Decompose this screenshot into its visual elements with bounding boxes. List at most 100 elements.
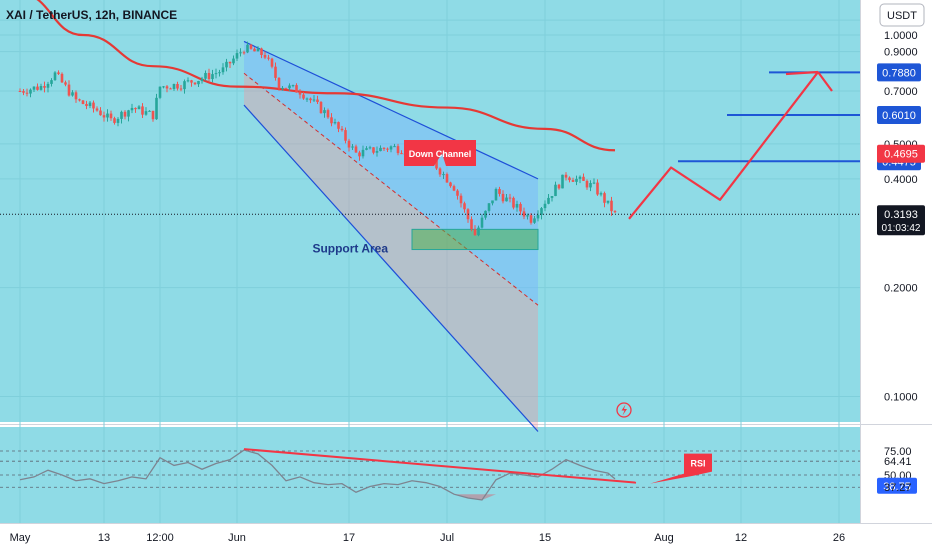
moving-average-line (36, 0, 616, 152)
projection-line[interactable] (628, 71, 819, 220)
price-tick-label: 0.7000 (884, 86, 918, 98)
rsi-oversold-fill (20, 494, 615, 500)
candle-body (179, 88, 183, 90)
candle-body (515, 203, 519, 208)
price-tick-label: 0.1000 (884, 391, 918, 403)
candle-body (477, 227, 480, 236)
currency-button[interactable] (879, 3, 925, 27)
candle-body (508, 197, 512, 199)
candle-body (326, 110, 330, 118)
candle-body (368, 147, 372, 149)
candle-body (606, 200, 610, 203)
rsi-tick-label: 37.27 (884, 482, 912, 494)
candle-body (473, 229, 477, 236)
rsi-pane: RSI (0, 448, 860, 501)
candle-body (116, 118, 120, 123)
candle-body (389, 146, 393, 150)
price-tick-label: 0.2000 (884, 283, 918, 295)
candle-body (393, 146, 396, 148)
candle-body (102, 115, 106, 118)
rsi-trendline[interactable] (243, 448, 637, 484)
target-price-badge[interactable] (877, 63, 921, 82)
candle-body (291, 85, 295, 87)
candle-body (529, 215, 533, 223)
projection-path[interactable] (628, 70, 833, 220)
price-scale: 1.10001.00000.90000.70000.50000.40000.20… (877, 15, 925, 494)
rsi-line (19, 449, 616, 501)
candle-body (242, 52, 246, 54)
candle-body (99, 110, 102, 116)
target-price-label: 0.6010 (882, 110, 916, 122)
price-tick-label: 0.9000 (884, 47, 918, 59)
candle-body (347, 140, 351, 148)
candle-body (547, 197, 550, 204)
candle-body (158, 86, 162, 98)
support-area[interactable]: Support Area (312, 228, 539, 256)
candle-body (456, 190, 459, 196)
candle-body (22, 91, 25, 93)
candle-body (435, 160, 438, 169)
candle-body (151, 110, 155, 120)
candle-body (225, 61, 228, 68)
candle-body (333, 122, 337, 124)
target-price-badge[interactable] (877, 105, 921, 124)
candle-body (288, 85, 291, 89)
candle-body (442, 174, 445, 176)
candle-body (232, 58, 235, 64)
candle-body (218, 72, 221, 74)
candle-body (32, 86, 36, 90)
candle-body (190, 80, 193, 83)
price-badge (877, 205, 925, 236)
candle-body (67, 84, 71, 96)
channel-upper-line[interactable] (243, 40, 539, 180)
candle-body (596, 182, 599, 195)
price-tick-label: 1.0000 (884, 30, 918, 42)
candle-body (589, 183, 592, 188)
candle-body (204, 72, 207, 79)
candle-body (130, 107, 134, 111)
time-tick-label: 15 (539, 532, 551, 544)
candle-body (354, 146, 358, 153)
candle-body (109, 113, 113, 119)
price-scale-area (860, 0, 932, 523)
candle-body (599, 193, 603, 195)
candle-body (480, 217, 484, 228)
candle-body (260, 48, 263, 55)
candle-body (78, 99, 81, 101)
candle-body (155, 97, 158, 120)
rsi-callout (650, 453, 712, 484)
candle-body (372, 147, 375, 153)
candle-body (172, 83, 176, 89)
down-channel-callout (404, 140, 476, 166)
candle-body (228, 61, 232, 64)
rsi-value-badge (877, 477, 917, 494)
candle-body (340, 128, 344, 131)
candle-body (60, 73, 64, 83)
candle-body (165, 86, 169, 89)
candle-body (18, 91, 22, 93)
candle-body (50, 80, 53, 84)
candle-body (39, 86, 43, 90)
candle-body (557, 184, 561, 189)
candle-body (127, 110, 130, 117)
candle-body (613, 211, 617, 213)
candle-body (603, 193, 606, 203)
price-badge-label: 0.4695 (884, 149, 918, 161)
time-tick-label: 17 (343, 532, 355, 544)
candle-body (582, 176, 585, 181)
time-tick-label: Jun (228, 532, 246, 544)
candle-body (88, 102, 92, 106)
candle-body (487, 203, 491, 211)
candle-body (123, 111, 127, 117)
candle-body (253, 48, 256, 52)
channel-lower-line[interactable] (243, 104, 539, 432)
candle-body (526, 215, 529, 217)
candle-body (375, 151, 379, 153)
candle-body (505, 197, 508, 202)
candle-body (302, 94, 305, 99)
lightning-icon[interactable] (616, 402, 632, 418)
candle-body (540, 208, 543, 215)
time-tick-label: Aug (654, 532, 674, 544)
candle-body (162, 86, 165, 88)
